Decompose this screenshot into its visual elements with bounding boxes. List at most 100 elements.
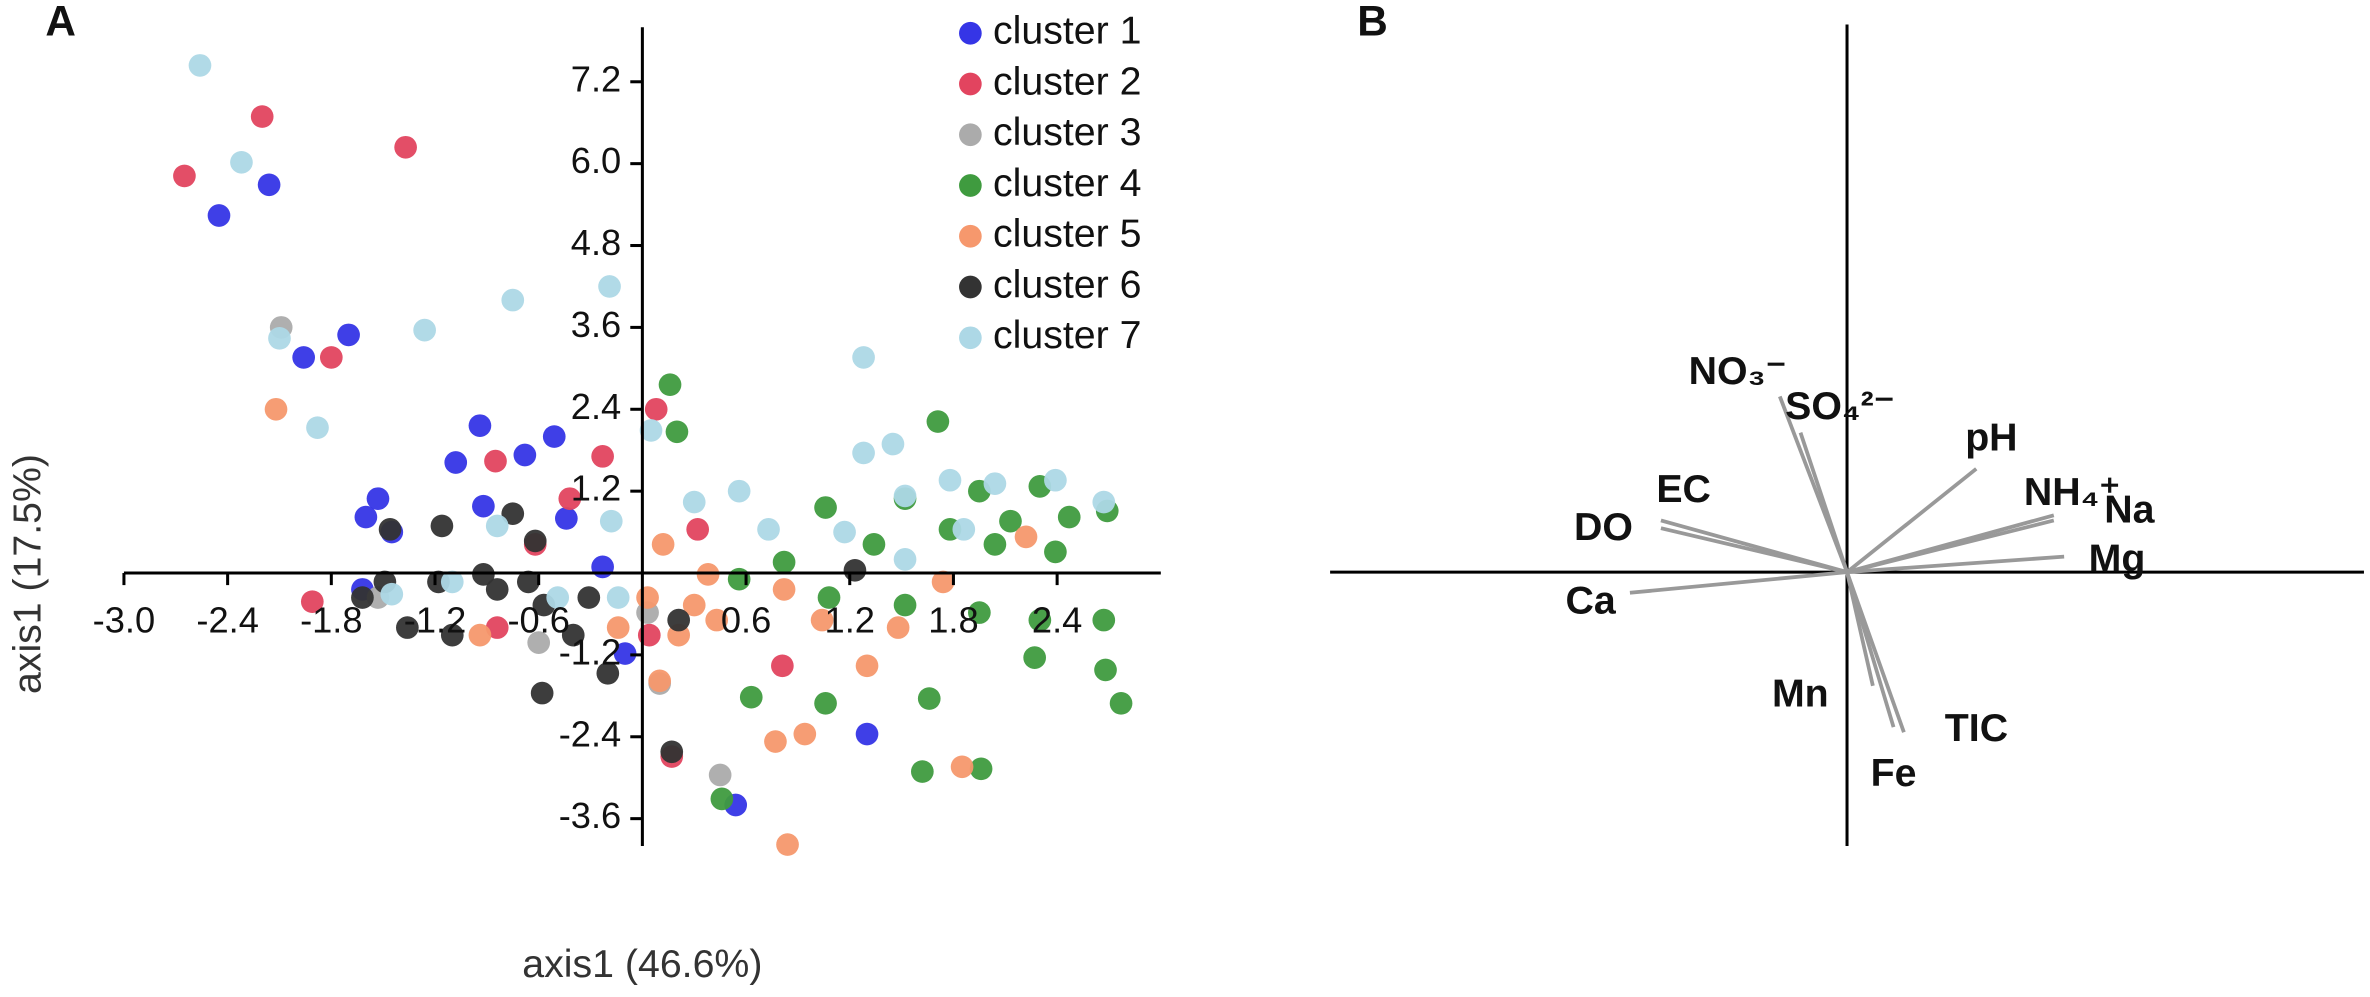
legend-marker — [959, 275, 982, 299]
point — [591, 445, 614, 468]
point — [686, 518, 710, 541]
point — [814, 692, 837, 715]
point — [513, 443, 537, 467]
point — [682, 593, 706, 617]
y-tick-label: 1.2 — [571, 468, 621, 509]
legend-marker — [959, 224, 982, 248]
point — [843, 558, 867, 582]
point — [931, 570, 955, 594]
point — [1028, 608, 1052, 632]
point — [292, 346, 316, 369]
y-tick-label: -3.6 — [559, 795, 621, 836]
point — [636, 586, 659, 609]
point — [1023, 646, 1046, 669]
y-axis-label: axis1 (17.5%) — [6, 454, 50, 694]
x-tick-label: 1.2 — [825, 599, 875, 640]
point — [772, 578, 796, 601]
point — [468, 623, 492, 647]
legend-label: cluster 4 — [993, 161, 1141, 205]
point — [366, 487, 390, 510]
point — [660, 740, 684, 764]
y-tick-label: 2.4 — [571, 386, 621, 427]
point — [606, 586, 630, 609]
point — [881, 432, 905, 456]
x-tick-label: -3.0 — [93, 599, 155, 640]
point — [444, 451, 468, 474]
point — [413, 318, 436, 342]
point — [893, 548, 917, 571]
point — [862, 533, 886, 556]
point — [501, 502, 525, 525]
point — [577, 586, 601, 609]
point — [430, 514, 454, 538]
y-tick-label: 3.6 — [571, 304, 621, 345]
x-tick-label: 0.6 — [721, 599, 771, 640]
point — [230, 150, 253, 174]
point — [727, 479, 751, 503]
point — [1044, 540, 1067, 564]
point — [710, 787, 734, 811]
loading-label: Ca — [1566, 579, 1617, 623]
point — [396, 616, 419, 639]
point — [306, 416, 329, 440]
point — [319, 346, 343, 369]
point — [561, 623, 585, 647]
x-tick-label: -1.2 — [404, 599, 466, 640]
point — [852, 346, 875, 369]
loading-label: NH₄⁺ — [2024, 470, 2120, 514]
point — [599, 509, 623, 533]
legend-marker — [959, 72, 982, 96]
point — [983, 472, 1007, 495]
point — [917, 687, 941, 710]
point — [855, 654, 879, 678]
point — [613, 642, 637, 665]
point — [173, 164, 196, 188]
point — [542, 425, 566, 448]
loading-vector — [1845, 571, 1906, 733]
point — [665, 420, 689, 444]
point — [893, 593, 917, 617]
point — [1014, 525, 1038, 549]
loading-label: Mg — [2089, 537, 2146, 581]
point — [472, 494, 495, 518]
point — [1092, 608, 1116, 632]
point — [188, 54, 212, 77]
loading-vector — [1798, 432, 1849, 573]
point — [354, 505, 378, 529]
point — [926, 410, 950, 433]
x-tick-label: 1.8 — [928, 599, 978, 640]
point — [300, 590, 324, 614]
point — [264, 397, 288, 421]
point — [772, 550, 796, 574]
point — [598, 275, 621, 298]
point — [485, 616, 509, 639]
point — [793, 722, 817, 746]
y-tick-label: 4.8 — [571, 222, 621, 263]
point — [523, 529, 547, 553]
point — [764, 730, 787, 753]
point — [1044, 468, 1067, 492]
point — [968, 601, 991, 624]
legend-label: cluster 3 — [993, 110, 1141, 154]
point — [516, 570, 540, 594]
loading-label: Na — [2104, 488, 2155, 532]
point — [337, 323, 360, 347]
point — [648, 669, 671, 693]
point — [596, 661, 620, 685]
point — [639, 419, 663, 442]
loading-vector — [1846, 513, 2055, 574]
point — [651, 533, 675, 556]
point — [380, 582, 404, 606]
point — [207, 204, 231, 227]
point — [658, 373, 682, 397]
point — [950, 755, 974, 779]
loading-label: Fe — [1871, 751, 1917, 795]
y-tick-label: 7.2 — [571, 58, 621, 99]
point — [667, 608, 691, 632]
loading-vector — [1629, 570, 1848, 595]
point — [739, 685, 763, 709]
y-tick-label: -1.2 — [559, 631, 621, 672]
legend-marker — [959, 326, 982, 350]
y-tick-label: 6.0 — [571, 140, 621, 181]
